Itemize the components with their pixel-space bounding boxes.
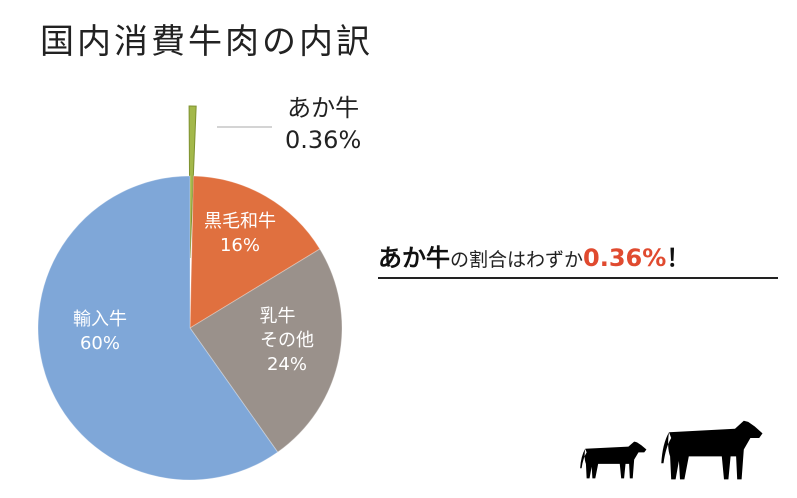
pie-slice-0 (188, 105, 197, 259)
slice-label: 輸入牛 (73, 309, 127, 330)
slide-title: 国内消費牛肉の内訳 (40, 22, 373, 62)
calf-icon (580, 441, 647, 479)
headline: あか牛の割合はわずか0.36%！ (378, 238, 778, 279)
headline-exclamation: ！ (666, 244, 691, 272)
headline-highlight: 0.36% (583, 244, 667, 272)
slice-label: 黒毛和牛 (204, 211, 276, 232)
slice-value: 24% (266, 354, 307, 375)
headline-text: の割合はわずか (450, 249, 584, 271)
slice-value: 0.36% (285, 126, 362, 154)
pie-slice-3 (37, 175, 279, 481)
label-kuroge: 黒毛和牛 16% (190, 210, 290, 258)
label-dairy: 乳牛その他 24% (242, 305, 332, 377)
label-akaushi: あか牛 0.36% (285, 92, 361, 156)
cow-icon (661, 420, 763, 480)
pie-slice-2 (189, 248, 343, 453)
slice-label: 乳牛その他 (259, 306, 315, 351)
slice-value: 16% (219, 235, 260, 256)
headline-subject: あか牛 (378, 244, 450, 272)
pie-slice-1 (189, 175, 321, 329)
cow-silhouettes-icon (580, 420, 763, 480)
label-import: 輸入牛 60% (55, 308, 145, 356)
slice-value: 60% (79, 333, 120, 354)
slice-label: あか牛 (287, 94, 360, 122)
